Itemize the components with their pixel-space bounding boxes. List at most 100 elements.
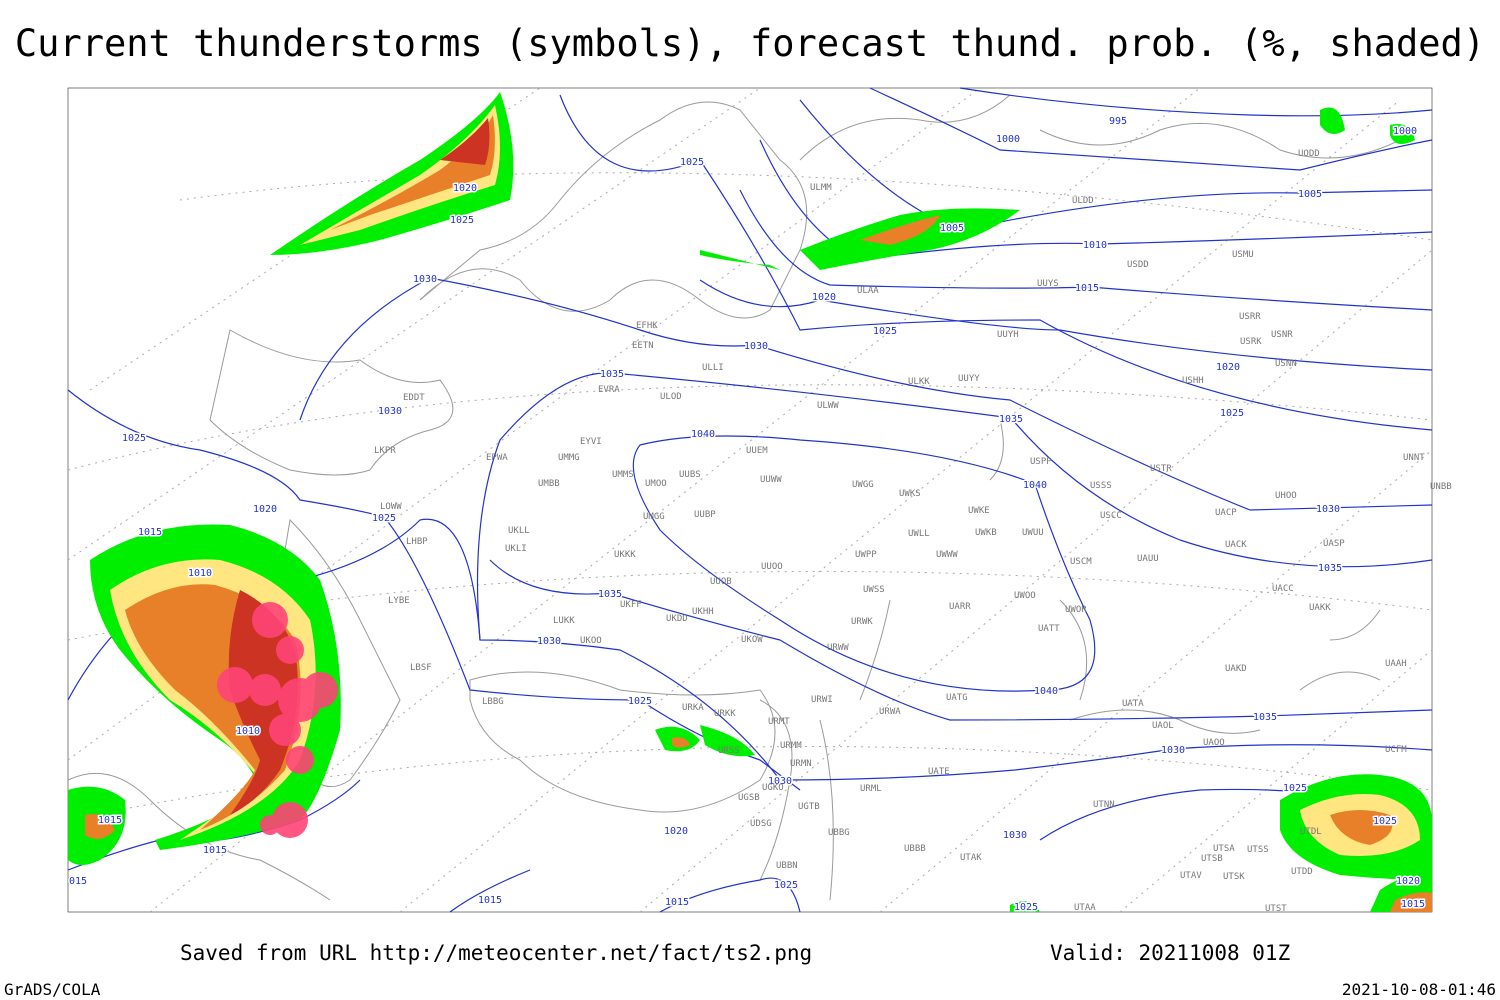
station-label: LBBG [482,697,504,707]
station-label: UWOO [1014,591,1036,601]
isobar-label: 1040 [1034,686,1058,697]
station-label: URMT [768,717,790,727]
station-label: UASP [1323,539,1345,549]
station-label: URML [860,784,882,794]
isobar-label: 1025 [450,215,474,226]
isobar-label: 1015 [665,897,689,908]
isobar-label: 1025 [122,433,146,444]
isobar-label: 1025 [774,880,798,891]
isobar-label: 1020 [253,504,277,515]
isobar-label: 015 [69,876,87,887]
isobar-label: 1025 [1220,408,1244,419]
station-label: UWKS [899,489,921,499]
isobar-label: 1025 [1373,816,1397,827]
station-label: UUBP [694,510,716,520]
station-label: UTDL [1300,827,1322,837]
station-label: LKPR [374,446,396,456]
station-label: UATG [946,693,968,703]
isobar-label: 1025 [372,513,396,524]
isobar-label: 1035 [600,369,624,380]
station-label: UTST [1265,904,1287,914]
station-label: ULOD [660,392,682,402]
station-label: UUEM [746,446,768,456]
isobar-label: 1035 [1318,563,1342,574]
software: GrADS/COLA [4,980,101,999]
station-label: EFHK [636,321,658,331]
station-label: UTDD [1291,867,1313,877]
isobar-label: 1020 [453,183,477,194]
station-label: URWK [851,617,873,627]
station-label: UAKK [1309,603,1331,613]
station-label: EETN [632,341,654,351]
station-label: UWGG [852,480,874,490]
isobars [67,87,1433,913]
station-label: UTSS [1247,845,1269,855]
station-label: URMN [790,759,812,769]
isobar-label: 1020 [1216,362,1240,373]
station-label: URKK [714,709,736,719]
stations: EFHK EETN EVRA ULOD ULLI ULKK UUYY ULWW EYVIUMMG… [374,149,1452,914]
station-label: UTAK [960,853,982,863]
station-label: UMGG [643,512,665,522]
isobar-label: 1025 [680,157,704,168]
isobar-label: 1030 [537,636,561,647]
station-label: EYVI [580,437,602,447]
station-label: UGTB [798,802,820,812]
isobar-label: 1025 [1014,902,1038,913]
isobar-label: 1030 [744,341,768,352]
station-label: UATE [928,767,950,777]
station-label: EVRA [598,385,620,395]
isobar-label: 1030 [1003,830,1027,841]
isobar-label: 1030 [768,776,792,787]
station-label: ULDD [1072,196,1094,206]
isobar-label: 1025 [1283,783,1307,794]
station-label: LYBE [388,596,410,606]
station-label: UWWW [936,550,958,560]
station-label: URWI [811,695,833,705]
station-label: UDSG [750,819,772,829]
station-label: USCC [1100,511,1122,521]
isobar-label: 1020 [812,292,836,303]
station-label: UKOW [741,635,763,645]
isobar-label: 1020 [664,826,688,837]
station-label: ULKK [908,377,930,387]
isobar-label: 1015 [203,845,227,856]
station-label: UAKD [1225,664,1247,674]
station-label: UGKO [762,783,784,793]
station-label: UKDD [666,614,688,624]
station-label: USRK [1240,337,1262,347]
isobar-label: 1015 [1075,283,1099,294]
station-label: USSS [1090,481,1112,491]
station-label: ULMM [810,183,832,193]
title: Current thunderstorms (symbols), forecas… [15,22,1485,65]
station-label: UAOL [1152,721,1174,731]
station-label: UARR [949,602,971,612]
station-label: UUYS [1037,279,1059,289]
station-label: USMU [1232,250,1254,260]
station-label: UUOB [710,577,732,587]
isobar-label: 1035 [999,414,1023,425]
map: 995 1000 1000 1005 1005 1010 1015 1020 1025 1030 1… [67,87,1452,915]
station-label: UWSS [863,585,885,595]
station-label: UWUU [1022,528,1044,538]
station-label: UUYH [997,330,1019,340]
station-label: USNN [1275,359,1297,369]
isobar-label: 1035 [598,589,622,600]
station-label: UAUU [1137,554,1159,564]
station-label: EDDT [403,393,425,403]
isobar-label: 1030 [1161,745,1185,756]
station-label: URWA [879,707,901,717]
coastlines [67,94,1401,901]
isobar-label: 1010 [188,568,212,579]
isobar-label: 1015 [1401,899,1425,910]
isobar-label: 1030 [1316,504,1340,515]
isobar-label: 1010 [1083,240,1107,251]
station-label: UNNT [1403,453,1425,463]
station-label: ULWW [817,401,839,411]
station-label: UCFM [1385,745,1407,755]
station-label: UATT [1038,624,1060,634]
station-label: UATA [1122,699,1144,709]
isobar-label: 1015 [138,527,162,538]
graticule [67,87,1433,913]
